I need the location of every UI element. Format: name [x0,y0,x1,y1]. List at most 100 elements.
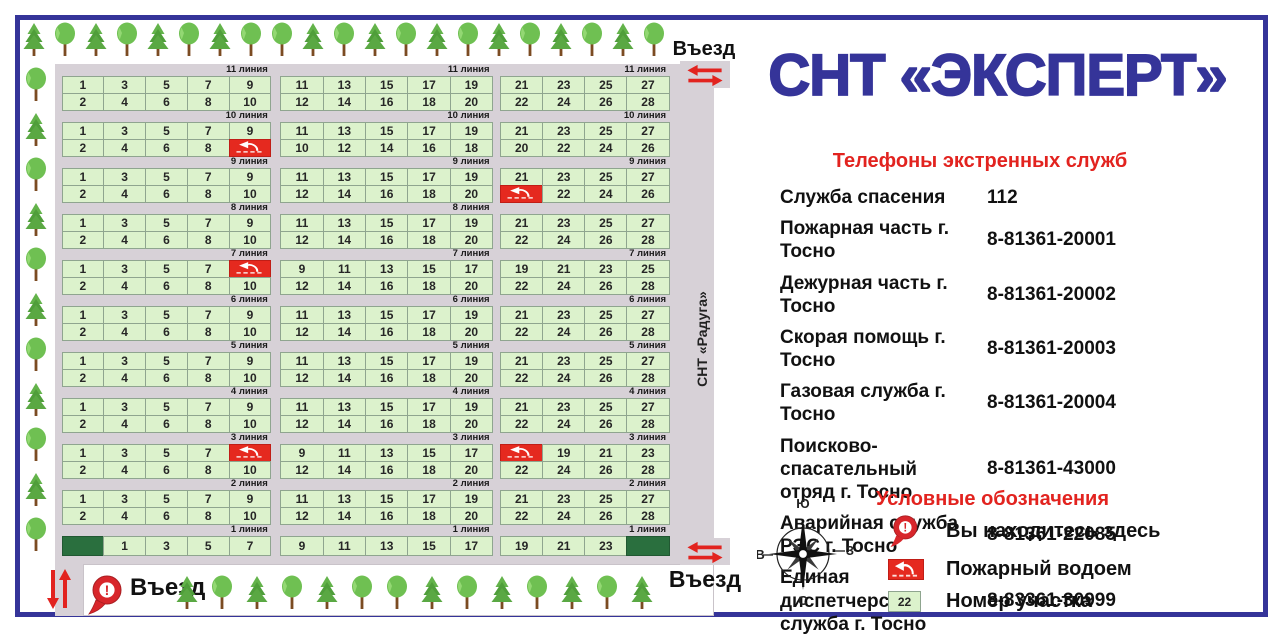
plot-cell: 3 [103,443,147,462]
fire-pond-cell [228,443,272,462]
plot-cell: 10 [280,138,324,157]
plot-cell: 1 [61,121,105,140]
plot-cell: 11 [280,167,324,186]
two-way-arrows-vertical-icon [47,569,71,609]
plot-cell: 18 [449,138,494,157]
deciduous-tree-icon [115,21,139,57]
map-line: 10 линия 10 линия 10 линия 1 3 5 7 9 11 13 15 17 19 2… [61,110,670,157]
plot-cell: 17 [407,489,451,508]
plot-cell: 27 [626,121,670,140]
deciduous-tree-icon [580,21,604,57]
plot-cell: 27 [626,213,670,232]
plot-cell: 24 [542,276,586,295]
phone-row: Единая диспетчерская служба г. Тосно 8-83… [780,566,1180,636]
plot-cell: 26 [584,414,628,433]
deciduous-tree-icon [24,66,48,102]
phone-number: 8-81361-20002 [987,283,1116,305]
plot-cell: 20 [449,460,494,479]
plot-cell: 17 [449,535,494,556]
plot-cell: 27 [626,75,670,94]
plot-cell: 24 [584,138,628,157]
plot-cell: 24 [584,184,628,203]
plot-cell: 25 [584,305,628,324]
plot-cell: 18 [407,230,451,249]
plot-cell: 16 [407,138,451,157]
plot-cell: 28 [626,92,670,111]
plot-cell: 17 [407,121,451,140]
legend-item: 22 Номер участка [888,590,1160,613]
plot-cell: 14 [322,368,367,387]
fire-pond-arrow-icon [236,446,264,458]
line-label: 7 линия [230,248,268,259]
plot-cell: 4 [103,322,147,341]
plot-cell: 8 [186,92,230,111]
plot-cell: 18 [407,506,451,525]
line-label: 6 линия [230,294,268,305]
plot-cell: 12 [280,230,324,249]
plot-cell: 21 [500,489,544,508]
line-label: 6 линия [629,294,667,305]
plot-cell: 8 [186,368,230,387]
phone-row: Служба спасения 112 [780,186,1180,209]
plot-cell: 14 [322,460,367,479]
plot-cell: 11 [280,397,324,416]
plot-cell: 15 [407,535,451,556]
plot-cell: 15 [407,259,451,278]
plot-cell: 17 [407,397,451,416]
plot-cell: 23 [542,351,586,370]
plot-cell: 11 [322,443,367,462]
plot-cell: 18 [407,368,451,387]
plot-cell: 18 [407,460,451,479]
plot-cell: 11 [322,535,367,556]
line-label: 2 линия [629,478,667,489]
plot-cell: 3 [103,167,147,186]
plot-cell: 20 [449,230,494,249]
plot-cell: 4 [103,230,147,249]
map-line: 8 линия 8 линия 1 3 5 7 9 11 13 15 17 19 21 23 25 27 2 4 6… [61,202,670,249]
compass-east-label: В [757,547,765,562]
conifer-tree-icon [630,574,654,610]
entrance-arrows-left [46,566,72,612]
plot-cell: 28 [626,230,670,249]
plot-cell: 26 [584,276,628,295]
plot-cell: 5 [145,489,188,508]
plot-cell: 9 [228,305,272,324]
plot-cell: 13 [322,121,367,140]
plot-cell: 1 [61,397,105,416]
plot-cell: 9 [228,75,272,94]
plot-cell: 13 [365,259,409,278]
plot-cell: 17 [407,167,451,186]
plot-cell: 9 [228,213,272,232]
plot-cell: 14 [322,230,367,249]
fire-pond-cell [500,443,544,462]
line-label: 9 линия [629,156,667,167]
phone-number: 8-81361-20001 [987,229,1116,251]
plot-cell: 5 [145,75,188,94]
deciduous-tree-icon [595,574,619,610]
plot-cell: 1 [61,489,105,508]
fire-pond-arrow-icon [236,141,264,153]
line-label: 6 линия [452,294,490,305]
fire-pond-arrow-icon [507,446,536,458]
plot-cell: 17 [449,259,494,278]
plot-cell: 22 [500,276,544,295]
plot-cell: 21 [500,351,544,370]
line-label: 11 линия [447,64,490,75]
entrance-arrows-bottom [680,538,730,565]
map-line: 1 линия 1 линия 1 линия 1 3 5 7 9 11 13 15 17 19 21 23 [61,524,670,556]
plot-cell: 11 [280,121,324,140]
deciduous-tree-icon [24,426,48,462]
plot-cell: 24 [542,414,586,433]
plot-cell: 24 [542,460,586,479]
deciduous-tree-icon [210,574,234,610]
plot-cell: 3 [145,535,188,556]
plot-cell: 25 [584,167,628,186]
line-label: 7 линия [629,248,667,259]
plot-cell: 23 [542,397,586,416]
deciduous-tree-icon [239,21,263,57]
plot-cell: 8 [186,138,230,157]
plot-cell: 20 [449,506,494,525]
plot-cell: 8 [186,414,230,433]
fire-pond-arrow-icon [892,561,920,577]
plot-cell: 19 [449,489,494,508]
